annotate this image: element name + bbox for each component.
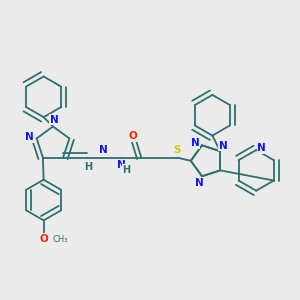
- Text: CH₃: CH₃: [52, 235, 68, 244]
- Text: H: H: [84, 162, 92, 172]
- Text: N: N: [219, 141, 228, 151]
- Text: N: N: [99, 146, 108, 155]
- Text: N: N: [195, 178, 204, 188]
- Text: N: N: [26, 132, 34, 142]
- Text: O: O: [39, 234, 48, 244]
- Text: S: S: [174, 146, 181, 155]
- Text: H: H: [123, 165, 131, 175]
- Text: O: O: [129, 131, 138, 141]
- Text: N: N: [191, 138, 200, 148]
- Text: N: N: [117, 160, 125, 170]
- Text: N: N: [257, 143, 266, 154]
- Text: N: N: [50, 115, 59, 125]
